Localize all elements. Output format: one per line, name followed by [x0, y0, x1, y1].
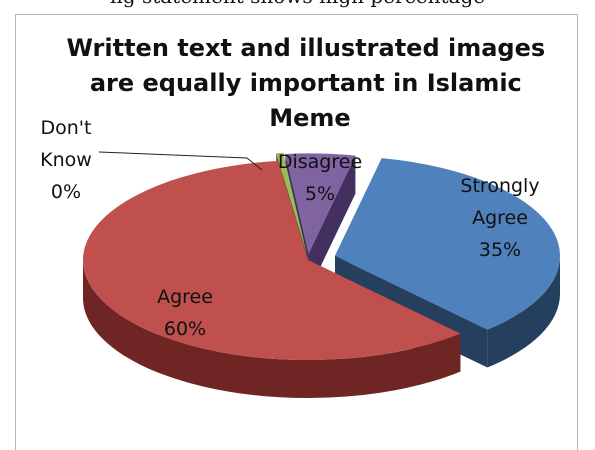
data-label-don-t-know: Don't Know 0%	[40, 117, 92, 203]
chart-frame	[15, 14, 578, 450]
leader-line-dont-know	[98, 151, 263, 171]
slices-group	[83, 152, 561, 398]
slice-agree	[83, 160, 461, 360]
chart-title-line-1: Written text and illustrated images	[66, 34, 545, 62]
slice-side-end-3	[308, 155, 356, 292]
chart-title-line-2: are equally important in Islamic	[90, 69, 522, 97]
slice-wall-0	[487, 255, 561, 368]
data-label-strongly-agree: Strongly Agree 35%	[460, 175, 539, 261]
slice-strongly-agree	[335, 158, 561, 330]
chart-title: Written text and illustrated images are …	[66, 34, 553, 132]
data-label-disagree: Disagree 5%	[278, 151, 362, 205]
data-label-agree: Agree 60%	[157, 286, 213, 340]
slice-don-t-know	[276, 152, 307, 253]
caption-fragment: ng statement shows high percentage	[0, 0, 595, 8]
labels-group: Strongly Agree 35% Agree 60% Don't Know 0% Disag…	[40, 117, 539, 340]
slice-disagree	[285, 153, 356, 254]
chart-title-line-3: Meme	[269, 104, 350, 132]
slice-wall-1	[83, 260, 461, 398]
